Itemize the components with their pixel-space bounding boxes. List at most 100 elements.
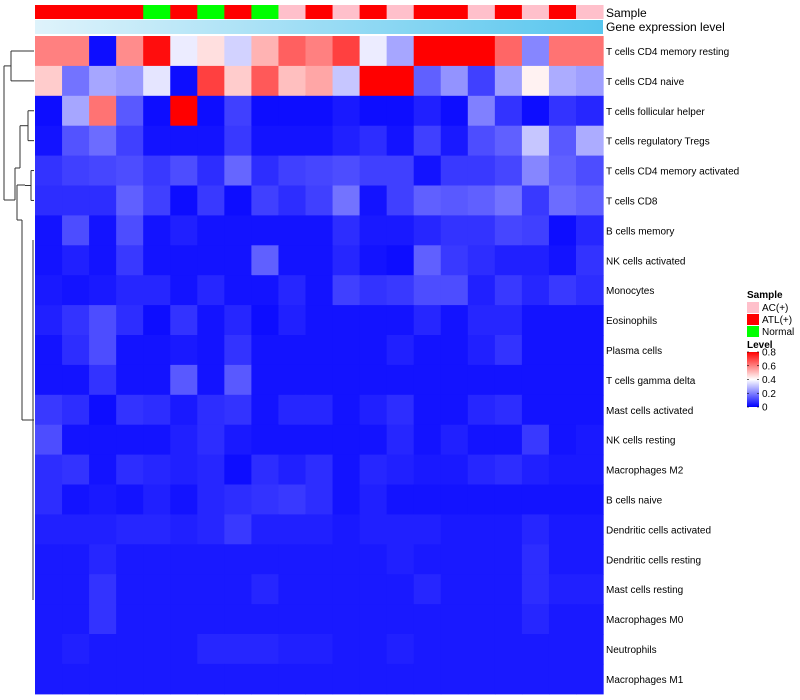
row-label: T cells gamma delta bbox=[606, 376, 696, 387]
sample-cell-0 bbox=[35, 5, 63, 19]
heatmap-cell bbox=[494, 305, 523, 336]
heatmap-cell bbox=[35, 424, 63, 456]
heatmap-cell bbox=[224, 663, 252, 695]
heatmap-cell bbox=[278, 484, 307, 515]
heatmap-cell bbox=[35, 604, 63, 635]
heatmap-cell bbox=[305, 454, 334, 486]
heatmap-cell bbox=[576, 65, 604, 97]
row-label: Macrophages M1 bbox=[606, 675, 684, 686]
heatmap-cell bbox=[278, 424, 307, 456]
sample-cell-20 bbox=[576, 5, 604, 19]
heatmap-cell bbox=[251, 364, 280, 396]
heatmap-cell bbox=[197, 245, 225, 276]
level-tick-label: 0.2 bbox=[762, 389, 776, 400]
heatmap-cell bbox=[89, 245, 117, 276]
heatmap-cell bbox=[494, 544, 523, 575]
heatmap-cell bbox=[62, 185, 90, 216]
heatmap-cell bbox=[332, 604, 361, 635]
heatmap-cell bbox=[494, 155, 523, 187]
heatmap-cell bbox=[116, 95, 144, 127]
heatmap-cell bbox=[143, 95, 171, 127]
heatmap-cell bbox=[521, 95, 550, 127]
heatmap-cell bbox=[521, 305, 550, 336]
heatmap-cell bbox=[305, 394, 334, 426]
heatmap-cell bbox=[467, 335, 496, 366]
heatmap-cell bbox=[116, 424, 144, 456]
heatmap-cell bbox=[467, 125, 496, 157]
heatmap-cell bbox=[224, 275, 252, 306]
heatmap-cell bbox=[116, 275, 144, 306]
heatmap-cell bbox=[278, 663, 307, 695]
heatmap-cell bbox=[35, 36, 63, 67]
heatmap-cell bbox=[35, 454, 63, 486]
row-label: T cells CD4 memory resting bbox=[606, 47, 729, 58]
heatmap-cell bbox=[521, 185, 550, 216]
heatmap-cell bbox=[170, 36, 198, 67]
heatmap-cell bbox=[143, 305, 171, 336]
heatmap-cell bbox=[576, 36, 604, 67]
heatmap-cell bbox=[359, 604, 388, 635]
heatmap-cell bbox=[440, 305, 469, 336]
heatmap-cell bbox=[332, 663, 361, 695]
heatmap-cell bbox=[197, 305, 225, 336]
heatmap-cell bbox=[413, 663, 442, 695]
heatmap-cell bbox=[386, 275, 415, 306]
heatmap-cell bbox=[197, 364, 225, 396]
sample-cell-1 bbox=[62, 5, 90, 19]
heatmap-cell bbox=[548, 245, 577, 276]
heatmap-cell bbox=[89, 95, 117, 127]
heatmap-cell bbox=[440, 335, 469, 366]
sample-legend: Sample AC(+)ATL(+)Normal bbox=[747, 290, 794, 338]
heatmap-cell bbox=[494, 634, 523, 665]
heatmap-cell bbox=[143, 574, 171, 605]
heatmap-cell bbox=[521, 36, 550, 67]
heatmap-cell bbox=[386, 454, 415, 486]
heatmap-cell bbox=[413, 95, 442, 127]
heatmap-cell bbox=[386, 604, 415, 635]
heatmap-cell bbox=[548, 95, 577, 127]
sample-legend-label: ATL(+) bbox=[762, 315, 792, 326]
heatmap-cell bbox=[386, 185, 415, 216]
heatmap-cell bbox=[89, 65, 117, 97]
heatmap-cell bbox=[197, 663, 225, 695]
heatmap-cell bbox=[332, 514, 361, 545]
heatmap-cell bbox=[251, 484, 280, 515]
heatmap-cell bbox=[359, 95, 388, 127]
sample-cell-10 bbox=[305, 5, 334, 19]
sample-cell-11 bbox=[332, 5, 361, 19]
heatmap-cell bbox=[548, 364, 577, 396]
heatmap-cell bbox=[170, 394, 198, 426]
heatmap-cell bbox=[359, 394, 388, 426]
heatmap-cell bbox=[251, 335, 280, 366]
heatmap-cell bbox=[548, 663, 577, 695]
heatmap-cell bbox=[576, 394, 604, 426]
heatmap-cell bbox=[278, 275, 307, 306]
heatmap-cell bbox=[170, 634, 198, 665]
heatmap-cell bbox=[440, 514, 469, 545]
level-tick-label: 0.8 bbox=[762, 348, 776, 359]
heatmap-cell bbox=[467, 215, 496, 246]
heatmap-cell bbox=[576, 544, 604, 575]
sample-cell-12 bbox=[359, 5, 388, 19]
heatmap-cell bbox=[305, 215, 334, 246]
heatmap-cell bbox=[251, 65, 280, 97]
heatmap-cell bbox=[359, 275, 388, 306]
heatmap-cell bbox=[359, 364, 388, 396]
sample-cell-18 bbox=[521, 5, 550, 19]
heatmap-cell bbox=[170, 484, 198, 515]
heatmap-cell bbox=[35, 185, 63, 216]
heatmap-cell bbox=[116, 574, 144, 605]
heatmap-cell bbox=[116, 484, 144, 515]
heatmap-cell bbox=[332, 394, 361, 426]
heatmap-cell bbox=[440, 454, 469, 486]
heatmap-cell bbox=[413, 634, 442, 665]
heatmap-cell bbox=[278, 125, 307, 157]
heatmap-cell bbox=[521, 364, 550, 396]
heatmap-cell bbox=[494, 65, 523, 97]
heatmap-cell bbox=[35, 155, 63, 187]
heatmap-cell bbox=[224, 305, 252, 336]
heatmap-cell bbox=[89, 36, 117, 67]
heatmap-cell bbox=[440, 574, 469, 605]
heatmap-cell bbox=[413, 335, 442, 366]
heatmap-cell bbox=[548, 634, 577, 665]
